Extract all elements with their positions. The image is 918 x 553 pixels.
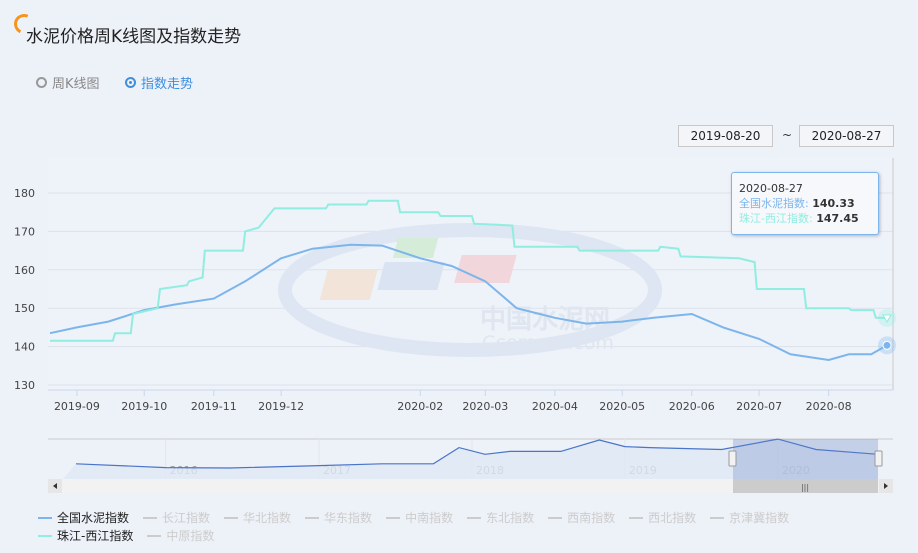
legend-label: 京津冀指数: [729, 511, 790, 525]
legend-swatch: [548, 516, 563, 519]
legend-item[interactable]: 中原指数: [147, 527, 214, 544]
legend-label: 东北指数: [486, 511, 535, 525]
legend-item[interactable]: 中南指数: [386, 509, 453, 526]
legend-swatch: [629, 516, 644, 519]
range-to-input[interactable]: 2020-08-27: [799, 125, 894, 147]
y-tick-label: 150: [14, 302, 35, 315]
scrollbar-grip-icon: |||: [801, 483, 809, 492]
legend-label: 珠江-西江指数: [57, 529, 134, 543]
legend-label: 中南指数: [405, 511, 454, 525]
legend-label: 华北指数: [243, 511, 292, 525]
legend-swatch: [38, 516, 52, 519]
y-tick-label: 170: [14, 225, 35, 238]
legend-swatch: [467, 516, 482, 519]
legend-item[interactable]: 珠江-西江指数: [38, 527, 133, 544]
tooltip: 2020-08-27 全国水泥指数: 140.33 珠江-西江指数: 147.4…: [731, 172, 879, 235]
legend-item[interactable]: 西北指数: [629, 509, 696, 526]
series-line-national: [49, 243, 888, 362]
x-tick-label: 2020-06: [669, 400, 715, 413]
legend-item[interactable]: 东北指数: [467, 509, 534, 526]
legend-row: 全国水泥指数 长江指数 华北指数 华东指数 中南指数 东北指数 西南指数 西北指数 京津冀指数: [38, 509, 789, 526]
x-tick-label: 2019-10: [121, 400, 167, 413]
watermark: 中国水泥网 Ccement.com: [278, 223, 662, 357]
radio-weekly-k[interactable]: 周K线图: [36, 73, 100, 92]
scrollbar-track[interactable]: [48, 479, 893, 493]
range-separator: ~: [782, 128, 793, 142]
navigator-selection[interactable]: [733, 439, 878, 479]
radio-label: 周K线图: [52, 77, 100, 92]
y-tick-label: 160: [14, 264, 35, 277]
range-from-input[interactable]: 2019-08-20: [678, 125, 773, 147]
legend-label: 全国水泥指数: [57, 511, 130, 525]
legend-label: 长江指数: [162, 511, 211, 525]
legend-swatch: [710, 516, 725, 519]
x-tick-label: 2020-08: [806, 400, 852, 413]
legend-item[interactable]: 京津冀指数: [710, 509, 789, 526]
page-title: 水泥价格周K线图及指数走势: [26, 27, 242, 47]
legend-item[interactable]: 全国水泥指数: [38, 509, 129, 526]
legend-swatch: [143, 516, 158, 519]
x-tick-label: 2020-03: [462, 400, 508, 413]
y-tick-label: 130: [14, 379, 35, 392]
legend-swatch: [147, 534, 162, 537]
navigator-handle-left[interactable]: [728, 450, 737, 467]
tooltip-label: 全国水泥指数: [739, 197, 805, 210]
watermark-en: Ccement.com: [482, 332, 614, 354]
x-tick-label: 2020-07: [736, 400, 782, 413]
tooltip-value: 140.33: [812, 197, 855, 210]
legend-swatch: [305, 516, 320, 519]
legend-item[interactable]: 华北指数: [224, 509, 291, 526]
y-tick-label: 180: [14, 187, 35, 200]
arrow-left-icon: [53, 483, 57, 489]
radio-label: 指数走势: [141, 77, 194, 92]
legend-swatch: [386, 516, 401, 519]
series-line-pearl-xijiang: [50, 199, 888, 342]
hover-marker: [882, 314, 892, 323]
legend-swatch: [38, 534, 52, 537]
x-tick-label: 2019-09: [54, 400, 100, 413]
x-tick-label: 2020-02: [397, 400, 443, 413]
index-chart[interactable]: 中国水泥网 Ccement.com 130 140 150 160 170 180 2019…: [0, 0, 918, 500]
navigator-area: [63, 439, 878, 479]
legend-label: 西南指数: [567, 511, 616, 525]
x-tick-label: 2020-05: [599, 400, 645, 413]
watermark-cn: 中国水泥网: [480, 305, 610, 335]
legend-label: 西北指数: [648, 511, 697, 525]
scrollbar-thumb[interactable]: [733, 479, 878, 493]
tooltip-date: 2020-08-27: [739, 182, 803, 195]
tooltip-value: 147.45: [816, 212, 859, 225]
radio-icon: [36, 77, 47, 88]
legend-item[interactable]: 西南指数: [548, 509, 615, 526]
tooltip-label: 珠江-西江指数: [739, 212, 809, 225]
legend-item[interactable]: 华东指数: [305, 509, 372, 526]
radio-selected-icon: [125, 77, 136, 88]
x-tick-label: 2019-12: [258, 400, 304, 413]
x-tick-label: 2020-04: [532, 400, 578, 413]
legend-swatch: [224, 516, 239, 519]
y-tick-label: 140: [14, 341, 35, 354]
legend-label: 华东指数: [324, 511, 373, 525]
radio-index-trend[interactable]: 指数走势: [125, 73, 193, 92]
navigator-line: [75, 438, 879, 469]
legend-row: 珠江-西江指数 中原指数: [38, 527, 214, 544]
navigator-handle-right[interactable]: [874, 450, 883, 467]
legend-item[interactable]: 长江指数: [143, 509, 210, 526]
arrow-right-icon: [884, 483, 888, 489]
x-tick-label: 2019-11: [191, 400, 237, 413]
hover-marker: [882, 340, 892, 350]
legend-label: 中原指数: [166, 529, 215, 543]
